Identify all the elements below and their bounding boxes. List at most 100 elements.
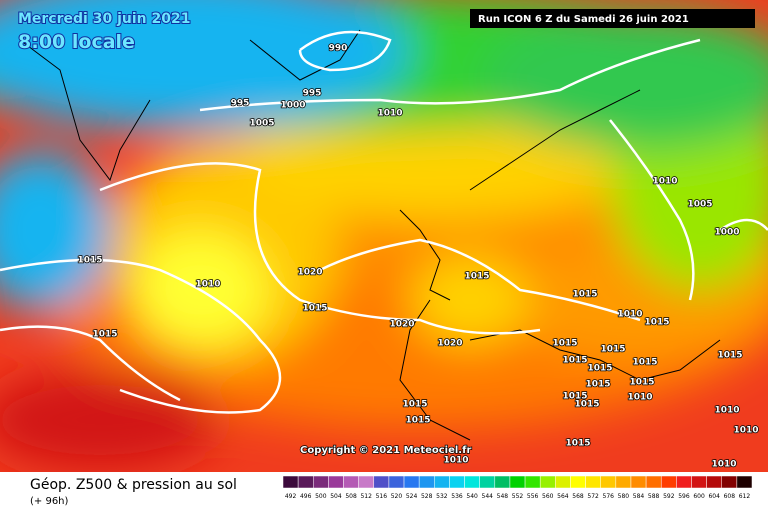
isobar-label: 1015 bbox=[77, 256, 102, 266]
scale-swatch bbox=[388, 475, 405, 489]
scale-label: 556 bbox=[527, 493, 539, 500]
scale-label: 596 bbox=[678, 493, 690, 500]
scale-swatch bbox=[585, 475, 601, 489]
scale-swatch bbox=[706, 475, 722, 489]
scale-label: 544 bbox=[482, 493, 494, 500]
scale-swatch bbox=[434, 475, 450, 489]
scale-swatch bbox=[570, 475, 586, 489]
isobar-label: 995 bbox=[231, 99, 250, 109]
isobar-label: 1015 bbox=[717, 351, 742, 361]
scale-label: 584 bbox=[633, 493, 645, 500]
scale-label: 536 bbox=[451, 493, 463, 500]
scale-swatch bbox=[358, 475, 375, 489]
scale-swatch bbox=[418, 475, 435, 489]
scale-label: 504 bbox=[330, 493, 342, 500]
scale-label: 600 bbox=[693, 493, 705, 500]
isobar-label: 1015 bbox=[572, 290, 597, 300]
scale-swatch bbox=[555, 475, 571, 489]
isobar-label: 1020 bbox=[389, 320, 414, 330]
coastlines bbox=[19, 29, 721, 441]
scale-label: 548 bbox=[497, 493, 509, 500]
isobar-label: 1015 bbox=[565, 439, 590, 449]
isobar-label: 1015 bbox=[464, 272, 489, 282]
run-box bbox=[470, 9, 755, 28]
copyright: Copyright © 2021 Meteociel.fr bbox=[300, 445, 471, 456]
scale-swatch bbox=[449, 475, 465, 489]
scale-swatch bbox=[328, 475, 344, 489]
scale-swatch bbox=[509, 475, 526, 489]
scale-label: 588 bbox=[648, 493, 660, 500]
scale-swatch bbox=[660, 475, 677, 489]
scale-label: 524 bbox=[406, 493, 418, 500]
lead-time: (+ 96h) bbox=[30, 496, 69, 507]
scale-swatch bbox=[403, 475, 420, 489]
isobar-label: 1015 bbox=[600, 345, 625, 355]
run: Run ICON 6 Z du Samedi 26 juin 2021 bbox=[478, 14, 689, 25]
scale-label: 580 bbox=[618, 493, 630, 500]
isobar-label: 1015 bbox=[562, 356, 587, 366]
scale-swatch bbox=[630, 475, 647, 489]
scale-swatch bbox=[297, 475, 314, 489]
scale-label: 552 bbox=[512, 493, 524, 500]
scale-label: 516 bbox=[376, 493, 388, 500]
scale-swatch bbox=[676, 475, 692, 489]
isobars bbox=[0, 30, 768, 414]
isobar-label: 1015 bbox=[562, 392, 587, 402]
isobar-label: 1015 bbox=[629, 378, 654, 388]
scale-label: 528 bbox=[421, 493, 433, 500]
isobar-label: 1010 bbox=[711, 460, 736, 470]
isobar-label: 995 bbox=[303, 89, 322, 99]
scale-swatch bbox=[343, 475, 359, 489]
time: 8:00 locale bbox=[18, 31, 135, 53]
isobar-label: 1020 bbox=[297, 268, 322, 278]
scale-label: 592 bbox=[663, 493, 675, 500]
scale-label: 496 bbox=[300, 493, 312, 500]
footer-title: Géop. Z500 & pression au sol bbox=[30, 477, 237, 493]
scale-swatch bbox=[539, 475, 556, 489]
scale-swatch bbox=[615, 475, 632, 489]
scale-swatch bbox=[600, 475, 617, 489]
isobar-label: 1015 bbox=[632, 358, 657, 368]
isobar-label: 1015 bbox=[552, 339, 577, 349]
z500-field bbox=[0, 0, 768, 472]
isobar-label: 1000 bbox=[280, 101, 305, 111]
scale-swatch bbox=[464, 475, 480, 489]
scale-swatch bbox=[736, 475, 753, 489]
scale-label: 608 bbox=[724, 493, 736, 500]
scale-label: 568 bbox=[572, 493, 584, 500]
scale-label: 572 bbox=[587, 493, 599, 500]
scale-label: 500 bbox=[315, 493, 327, 500]
scale-swatch bbox=[524, 475, 541, 489]
isobar-label: 1010 bbox=[377, 109, 402, 119]
isobar-label: 1005 bbox=[687, 200, 712, 210]
isobar-label: 1015 bbox=[405, 416, 430, 426]
isobar-label: 1015 bbox=[574, 400, 599, 410]
scale-label: 612 bbox=[739, 493, 751, 500]
scale-swatch bbox=[313, 475, 329, 489]
isobar-label: 1015 bbox=[585, 380, 610, 390]
isobar-label: 1010 bbox=[652, 177, 677, 187]
isobar-label: 1015 bbox=[587, 364, 612, 374]
isobar-label: 1010 bbox=[714, 406, 739, 416]
isobar-label: 1010 bbox=[195, 280, 220, 290]
isobar-label: 1015 bbox=[92, 330, 117, 340]
scale-swatch bbox=[691, 475, 707, 489]
scale-swatch bbox=[645, 475, 662, 489]
isobar-label: 1010 bbox=[627, 393, 652, 403]
scale-swatch bbox=[494, 475, 511, 489]
scale-label: 604 bbox=[708, 493, 720, 500]
isobar-label: 1010 bbox=[617, 310, 642, 320]
scale-label: 492 bbox=[285, 493, 297, 500]
scale-label: 560 bbox=[542, 493, 554, 500]
scale-label: 512 bbox=[360, 493, 372, 500]
scale-label: 532 bbox=[436, 493, 448, 500]
isobar-label: 1010 bbox=[443, 456, 468, 466]
scale-swatch bbox=[373, 475, 390, 489]
isobar-label: 1020 bbox=[437, 339, 462, 349]
scale-label: 540 bbox=[466, 493, 478, 500]
scale-label: 508 bbox=[345, 493, 357, 500]
isobar-label: 990 bbox=[329, 44, 348, 54]
date: Mercredi 30 juin 2021 bbox=[18, 11, 190, 27]
isobar-label: 1005 bbox=[249, 119, 274, 129]
